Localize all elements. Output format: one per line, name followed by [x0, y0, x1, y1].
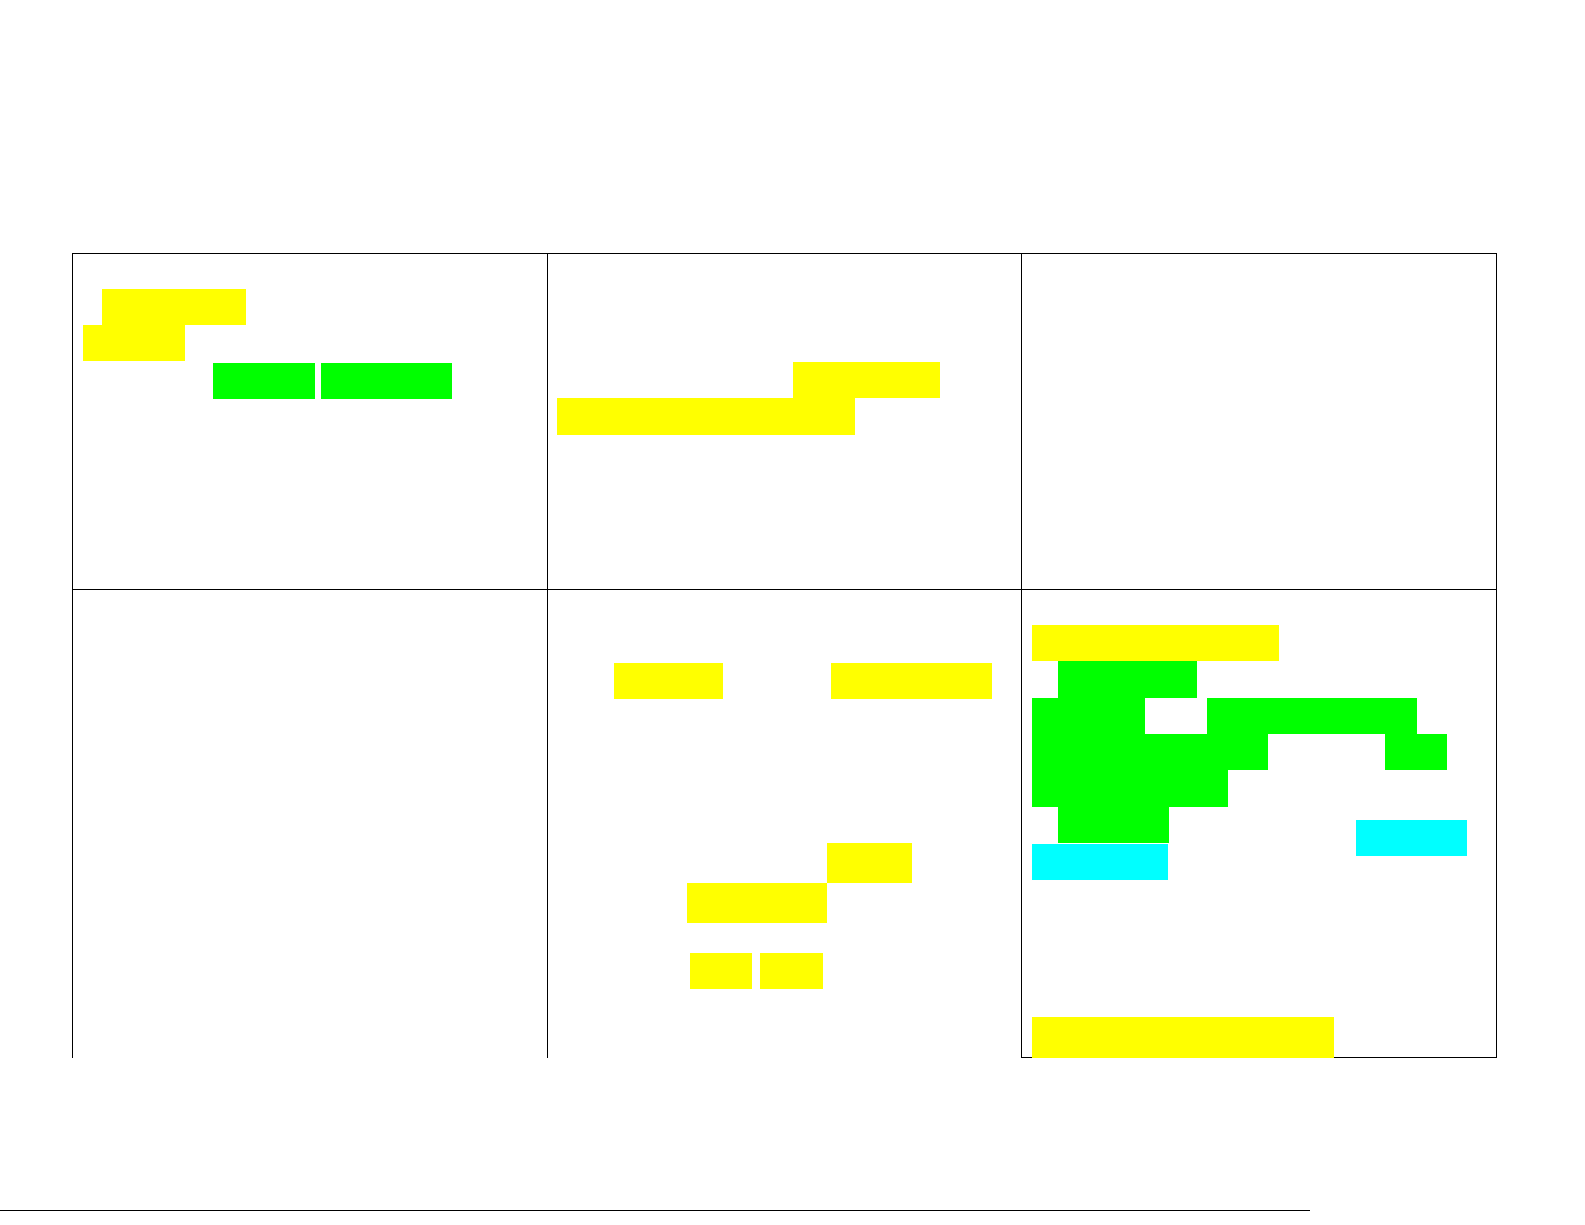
highlight-block	[831, 663, 992, 699]
highlight-block	[1058, 661, 1197, 698]
table-border-top	[72, 253, 1497, 254]
highlight-block	[1032, 844, 1168, 880]
highlight-block	[687, 883, 827, 923]
highlight-block	[760, 953, 823, 989]
table-border-left	[72, 253, 73, 1058]
highlight-block	[213, 363, 315, 399]
highlight-block	[102, 289, 246, 325]
highlight-block	[1356, 820, 1467, 856]
highlight-block	[1032, 734, 1268, 770]
highlight-block	[1058, 807, 1169, 843]
table-column-divider	[547, 253, 548, 1058]
highlight-block	[1032, 698, 1145, 734]
footer-rule	[0, 1210, 1310, 1211]
highlight-block	[614, 663, 723, 699]
table-border-right	[1496, 253, 1497, 1058]
highlight-block	[1032, 770, 1228, 807]
highlight-block	[557, 398, 855, 435]
highlight-block	[1032, 1017, 1334, 1058]
table-column-divider	[1021, 253, 1022, 1058]
highlight-block	[793, 362, 940, 398]
highlight-block	[1385, 734, 1447, 770]
highlight-block	[83, 325, 185, 361]
highlight-block	[827, 843, 912, 883]
highlight-block	[1207, 698, 1417, 734]
highlight-block	[1032, 625, 1279, 661]
highlight-block	[321, 363, 452, 399]
highlight-block	[690, 953, 752, 989]
table-row-divider	[72, 589, 1497, 590]
